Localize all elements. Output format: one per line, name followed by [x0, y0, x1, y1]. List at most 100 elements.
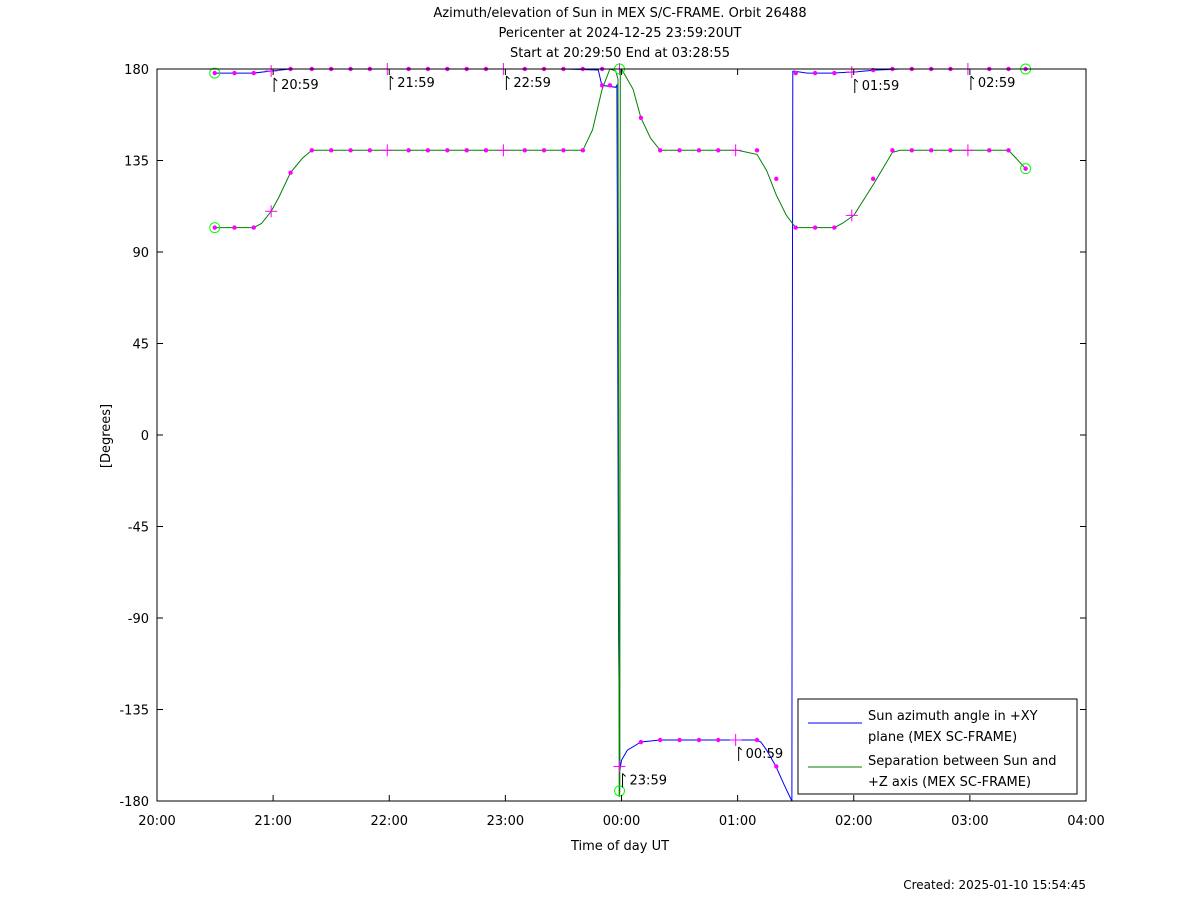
dot-marker: [367, 148, 373, 153]
time-annotation-label: 00:59: [746, 747, 783, 762]
dot-marker: [425, 148, 431, 153]
dot-marker: [607, 83, 613, 88]
dot-marker: [599, 83, 605, 88]
dot-marker: [793, 70, 798, 76]
dot-marker: [348, 148, 353, 153]
x-tick-label: 23:00: [487, 814, 524, 829]
dot-marker: [890, 148, 895, 153]
chart-title-line-2: Pericenter at 2024-12-25 23:59:20UT: [498, 26, 741, 41]
dot-marker: [774, 764, 779, 769]
time-annotation: 21:59: [389, 75, 435, 91]
x-tick-label: 04:00: [1067, 814, 1104, 829]
y-tick-label: 0: [141, 429, 149, 444]
y-tick-label: 90: [132, 246, 149, 261]
dot-marker: [657, 148, 663, 153]
time-annotation: 01:59: [854, 78, 899, 94]
time-annotation: 02:59: [970, 75, 1015, 91]
circle-marker: [209, 222, 221, 234]
time-annotation: 00:59: [738, 746, 783, 762]
dot-marker: [929, 148, 934, 153]
series-line-separation-0: [214, 68, 1026, 797]
dot-marker: [909, 148, 915, 153]
dot-marker: [1006, 148, 1011, 153]
time-annotation-arrow: [389, 75, 394, 80]
dot-marker: [580, 148, 586, 153]
circle-marker: [1020, 163, 1032, 175]
cross-marker: [961, 144, 974, 157]
created-timestamp: Created: 2025-01-10 15:54:45: [903, 878, 1086, 892]
dot-marker: [251, 225, 256, 230]
cross-marker: [497, 144, 510, 157]
y-tick-label: -180: [119, 795, 149, 810]
x-tick-label: 02:00: [835, 814, 872, 829]
circle-marker: [614, 785, 626, 797]
dot-marker: [870, 176, 876, 181]
dot-marker: [406, 148, 411, 153]
x-tick-label: 22:00: [371, 814, 408, 829]
time-annotation-arrow: [970, 75, 975, 80]
dot-marker: [987, 148, 992, 153]
time-annotation-label: 23:59: [630, 773, 667, 788]
dot-marker: [328, 148, 334, 153]
time-annotation-label: 21:59: [397, 76, 434, 91]
cross-marker: [845, 66, 858, 79]
cross-marker: [729, 734, 742, 746]
y-tick-label: 180: [124, 63, 149, 78]
chart-title: Azimuth/elevation of Sun in MEX S/C-FRAM…: [433, 6, 806, 61]
dot-marker: [1023, 166, 1028, 171]
plot-frame: [156, 68, 1087, 802]
time-annotation-arrow: [622, 773, 626, 777]
y-tick-label: 45: [132, 338, 149, 353]
dot-marker: [232, 70, 237, 76]
dot-marker: [251, 70, 256, 76]
legend-label-azimuth-line-1: Sun azimuth angle in +XY: [868, 709, 1038, 724]
time-annotation-label: 22:59: [513, 76, 550, 91]
dot-marker: [812, 225, 818, 230]
series-line-azimuth-0: [214, 68, 793, 802]
cross-marker: [845, 209, 858, 222]
dot-marker: [754, 148, 760, 153]
cross-marker: [613, 760, 626, 773]
dot-marker: [657, 737, 663, 743]
dot-marker: [212, 70, 217, 76]
y-tick-label: -135: [119, 704, 149, 719]
time-annotation-arrow: [506, 75, 510, 80]
dot-marker: [309, 148, 314, 153]
dot-marker: [445, 148, 450, 153]
dot-marker: [638, 739, 644, 745]
time-annotation: 23:59: [622, 773, 667, 788]
y-tick-label: 135: [124, 155, 149, 170]
x-tick-label: 01:00: [719, 814, 756, 829]
legend-box: [797, 698, 1078, 795]
dot-marker: [212, 225, 217, 230]
x-tick-label: 00:00: [603, 814, 640, 829]
x-tick-label: 03:00: [951, 814, 988, 829]
y-tick-label: -45: [128, 521, 149, 536]
legend-label-separation-line-2: +Z axis (MEX SC-FRAME): [868, 775, 1031, 790]
cross-marker: [729, 144, 742, 157]
dot-marker: [464, 148, 469, 153]
dot-marker: [832, 225, 837, 230]
chart-title-line-3: Start at 20:29:50 End at 03:28:55: [510, 46, 730, 61]
dot-marker: [677, 737, 682, 743]
axes: 20:00 21:00 22:00 23:00 00:00 01:00 02:00 03:00…: [119, 63, 1104, 829]
time-annotation-label: 20:59: [281, 78, 318, 93]
time-annotation-arrow: [273, 77, 278, 82]
dot-marker: [716, 737, 721, 743]
legend-label-separation-line-1: Separation between Sun and: [868, 754, 1056, 769]
dot-marker: [716, 148, 721, 153]
dot-marker: [483, 148, 489, 153]
dot-marker: [812, 70, 818, 76]
time-annotation-arrow: [854, 78, 859, 83]
time-annotation-arrow: [738, 746, 743, 751]
cross-marker: [265, 65, 278, 78]
x-tick-label: 20:00: [138, 814, 175, 829]
dot-marker: [561, 148, 566, 153]
dot-marker: [232, 225, 237, 230]
dot-marker: [870, 67, 876, 73]
time-annotation-label: 01:59: [862, 79, 899, 94]
time-annotation-label: 02:59: [978, 76, 1015, 91]
dot-marker: [677, 148, 682, 153]
series-line-azimuth-1: [791, 70, 794, 802]
